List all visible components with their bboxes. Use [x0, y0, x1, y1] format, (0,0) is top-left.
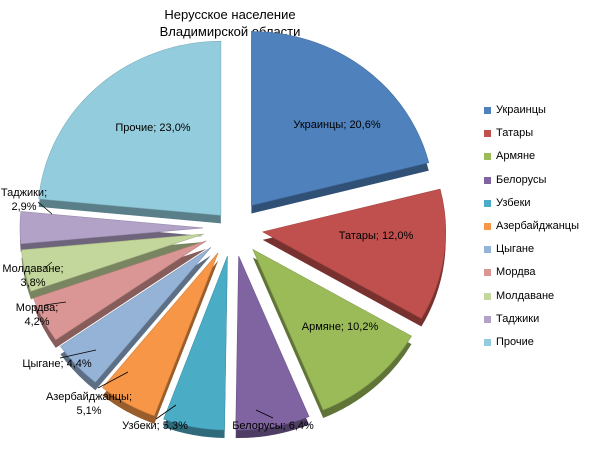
legend-swatch	[484, 292, 491, 300]
legend-swatch	[484, 222, 491, 230]
legend-label: Украинцы	[496, 104, 546, 116]
label-leader-line	[59, 349, 97, 359]
legend-item: Молдаване	[484, 290, 589, 313]
legend-item: Узбеки	[484, 197, 589, 220]
pie-slice	[19, 211, 204, 245]
slice-data-label: Татары; 12,0%	[339, 230, 414, 242]
pie-slice	[163, 255, 228, 431]
chart-legend: Украинцы Татары Армяне Белорусы Узбеки Азерба…	[484, 104, 589, 359]
legend-item: Мордва	[484, 266, 589, 289]
legend-swatch	[484, 130, 491, 138]
legend-swatch	[484, 199, 491, 207]
pie-slice	[102, 252, 219, 417]
chart-title-line1: Нерусское население	[164, 7, 296, 22]
legend-swatch	[484, 269, 491, 277]
legend-label: Татары	[496, 127, 534, 140]
slice-data-label: Азербайджанцы; 5,1%	[46, 391, 132, 417]
slice-data-label: Таджики; 2,9%	[1, 187, 47, 213]
legend-label: Мордва	[496, 266, 536, 279]
legend-label: Белорусы	[496, 173, 547, 186]
label-leader-line	[44, 261, 53, 269]
pie-slice	[38, 41, 222, 216]
legend-swatch	[484, 338, 491, 346]
pie-slice	[251, 31, 430, 206]
legend-item: Таджики	[484, 313, 589, 336]
legend-label: Азербайджанцы	[496, 219, 579, 232]
legend-item: Армяне	[484, 150, 589, 173]
legend-item: Прочие	[484, 336, 589, 359]
legend-item: Белорусы	[484, 174, 589, 197]
slice-data-label: Белорусы; 6,4%	[232, 420, 314, 432]
legend-swatch	[484, 176, 491, 184]
label-leader-line	[255, 409, 274, 419]
legend-item: Татары	[484, 127, 589, 150]
legend-label: Армяне	[496, 150, 536, 163]
pie-slice	[261, 188, 447, 319]
legend-swatch	[484, 246, 491, 254]
legend-item: Цыгане	[484, 243, 589, 266]
slice-data-label: Армяне; 10,2%	[302, 321, 379, 333]
slice-data-label: Узбеки; 5,3%	[122, 420, 188, 432]
pie-slice	[60, 247, 212, 383]
label-leader-line	[155, 404, 177, 420]
slice-data-label: Цыгане; 4,4%	[22, 358, 92, 370]
legend-swatch	[484, 153, 491, 161]
legend-label: Цыгане	[496, 243, 535, 256]
legend-item: Украинцы	[484, 104, 589, 127]
legend-label: Узбеки	[496, 196, 531, 209]
label-leader-line	[37, 201, 53, 215]
label-leader-line	[44, 301, 67, 306]
legend-label: Таджики	[496, 312, 540, 325]
slice-data-label: Украинцы; 20,6%	[293, 119, 380, 131]
pie-slice	[33, 240, 207, 341]
slice-data-label: Молдаване; 3,8%	[2, 263, 63, 289]
legend-label: Молдаване	[496, 289, 555, 302]
pie-slice	[235, 255, 310, 431]
legend-swatch	[484, 107, 491, 114]
legend-swatch	[484, 315, 491, 323]
pie-slice	[21, 233, 204, 292]
legend-item: Азербайджанцы	[484, 220, 589, 243]
label-leader-line	[97, 371, 129, 389]
pie-slice	[252, 248, 412, 411]
legend-label: Прочие	[496, 335, 534, 348]
slice-data-label: Прочие; 23,0%	[115, 122, 190, 134]
